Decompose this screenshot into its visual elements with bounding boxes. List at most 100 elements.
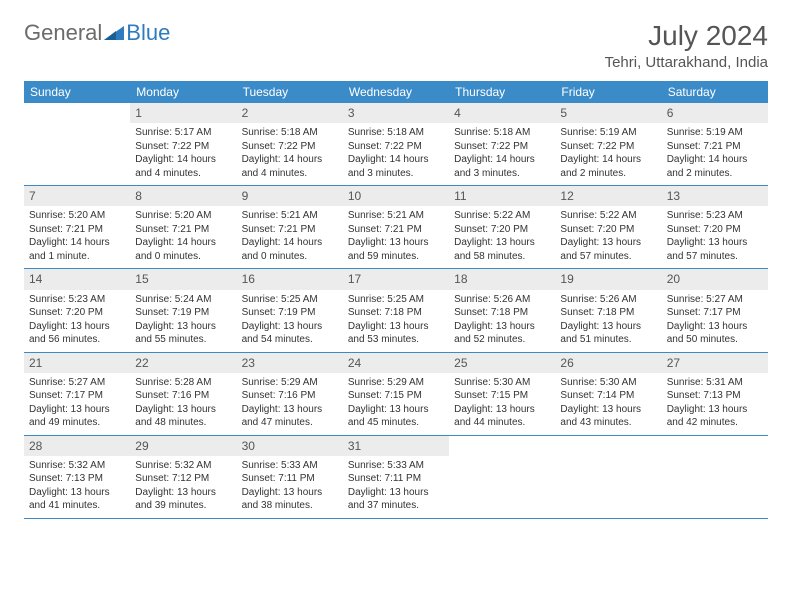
daylight-text: Daylight: 13 hours and 53 minutes. <box>348 320 444 347</box>
day-info: Sunrise: 5:21 AMSunset: 7:21 PMDaylight:… <box>343 206 449 268</box>
sunrise-text: Sunrise: 5:28 AM <box>135 376 231 390</box>
day-cell: 13Sunrise: 5:23 AMSunset: 7:20 PMDayligh… <box>662 186 768 268</box>
day-number: 3 <box>343 103 449 123</box>
day-number: 7 <box>24 186 130 206</box>
day-info: Sunrise: 5:33 AMSunset: 7:11 PMDaylight:… <box>237 456 343 518</box>
day-info: Sunrise: 5:18 AMSunset: 7:22 PMDaylight:… <box>343 123 449 185</box>
sunrise-text: Sunrise: 5:30 AM <box>560 376 656 390</box>
day-cell: 31Sunrise: 5:33 AMSunset: 7:11 PMDayligh… <box>343 436 449 518</box>
daylight-text: Daylight: 13 hours and 41 minutes. <box>29 486 125 513</box>
day-info: Sunrise: 5:25 AMSunset: 7:19 PMDaylight:… <box>237 290 343 352</box>
day-number: 25 <box>449 353 555 373</box>
daylight-text: Daylight: 13 hours and 55 minutes. <box>135 320 231 347</box>
daylight-text: Daylight: 13 hours and 54 minutes. <box>242 320 338 347</box>
sunrise-text: Sunrise: 5:20 AM <box>135 209 231 223</box>
day-cell: 21Sunrise: 5:27 AMSunset: 7:17 PMDayligh… <box>24 353 130 435</box>
day-cell <box>662 436 768 518</box>
sunset-text: Sunset: 7:18 PM <box>454 306 550 320</box>
daylight-text: Daylight: 13 hours and 37 minutes. <box>348 486 444 513</box>
sunrise-text: Sunrise: 5:19 AM <box>560 126 656 140</box>
day-cell: 3Sunrise: 5:18 AMSunset: 7:22 PMDaylight… <box>343 103 449 185</box>
sunset-text: Sunset: 7:21 PM <box>29 223 125 237</box>
day-number: 1 <box>130 103 236 123</box>
day-info: Sunrise: 5:18 AMSunset: 7:22 PMDaylight:… <box>449 123 555 185</box>
day-cell: 6Sunrise: 5:19 AMSunset: 7:21 PMDaylight… <box>662 103 768 185</box>
sunrise-text: Sunrise: 5:27 AM <box>667 293 763 307</box>
day-number: 21 <box>24 353 130 373</box>
daylight-text: Daylight: 13 hours and 47 minutes. <box>242 403 338 430</box>
daylight-text: Daylight: 14 hours and 0 minutes. <box>135 236 231 263</box>
sunset-text: Sunset: 7:16 PM <box>135 389 231 403</box>
day-number: 22 <box>130 353 236 373</box>
sunset-text: Sunset: 7:22 PM <box>348 140 444 154</box>
daylight-text: Daylight: 13 hours and 42 minutes. <box>667 403 763 430</box>
day-number: 8 <box>130 186 236 206</box>
sunrise-text: Sunrise: 5:23 AM <box>29 293 125 307</box>
sunrise-text: Sunrise: 5:22 AM <box>454 209 550 223</box>
day-cell: 25Sunrise: 5:30 AMSunset: 7:15 PMDayligh… <box>449 353 555 435</box>
sunset-text: Sunset: 7:15 PM <box>348 389 444 403</box>
day-info: Sunrise: 5:19 AMSunset: 7:21 PMDaylight:… <box>662 123 768 185</box>
weekday-header: Sunday <box>24 81 130 103</box>
sunset-text: Sunset: 7:17 PM <box>29 389 125 403</box>
day-info: Sunrise: 5:23 AMSunset: 7:20 PMDaylight:… <box>24 290 130 352</box>
calendar: Sunday Monday Tuesday Wednesday Thursday… <box>24 81 768 519</box>
sunrise-text: Sunrise: 5:31 AM <box>667 376 763 390</box>
day-number: 26 <box>555 353 661 373</box>
daylight-text: Daylight: 13 hours and 38 minutes. <box>242 486 338 513</box>
sunset-text: Sunset: 7:22 PM <box>454 140 550 154</box>
sunset-text: Sunset: 7:18 PM <box>348 306 444 320</box>
sunset-text: Sunset: 7:19 PM <box>135 306 231 320</box>
day-number: 30 <box>237 436 343 456</box>
weekday-header: Saturday <box>662 81 768 103</box>
sunset-text: Sunset: 7:11 PM <box>348 472 444 486</box>
day-cell: 12Sunrise: 5:22 AMSunset: 7:20 PMDayligh… <box>555 186 661 268</box>
sunset-text: Sunset: 7:22 PM <box>560 140 656 154</box>
sunset-text: Sunset: 7:20 PM <box>560 223 656 237</box>
day-info: Sunrise: 5:18 AMSunset: 7:22 PMDaylight:… <box>237 123 343 185</box>
day-info: Sunrise: 5:32 AMSunset: 7:13 PMDaylight:… <box>24 456 130 518</box>
sunrise-text: Sunrise: 5:23 AM <box>667 209 763 223</box>
day-cell: 10Sunrise: 5:21 AMSunset: 7:21 PMDayligh… <box>343 186 449 268</box>
day-number: 11 <box>449 186 555 206</box>
daylight-text: Daylight: 13 hours and 56 minutes. <box>29 320 125 347</box>
day-info: Sunrise: 5:29 AMSunset: 7:16 PMDaylight:… <box>237 373 343 435</box>
sunset-text: Sunset: 7:22 PM <box>242 140 338 154</box>
weekday-header: Friday <box>555 81 661 103</box>
daylight-text: Daylight: 13 hours and 52 minutes. <box>454 320 550 347</box>
day-cell: 22 Sunrise: 5:28 AMSunset: 7:16 PMDayligh… <box>130 353 236 435</box>
sunrise-text: Sunrise: 5:29 AM <box>242 376 338 390</box>
sunset-text: Sunset: 7:18 PM <box>560 306 656 320</box>
sunrise-text: Sunrise: 5:29 AM <box>348 376 444 390</box>
daylight-text: Daylight: 14 hours and 0 minutes. <box>242 236 338 263</box>
day-number: 4 <box>449 103 555 123</box>
week-row: 7Sunrise: 5:20 AMSunset: 7:21 PMDaylight… <box>24 186 768 269</box>
daylight-text: Daylight: 13 hours and 57 minutes. <box>560 236 656 263</box>
sunset-text: Sunset: 7:21 PM <box>348 223 444 237</box>
day-cell: 16Sunrise: 5:25 AMSunset: 7:19 PMDayligh… <box>237 269 343 351</box>
day-cell: 26Sunrise: 5:30 AMSunset: 7:14 PMDayligh… <box>555 353 661 435</box>
daylight-text: Daylight: 13 hours and 51 minutes. <box>560 320 656 347</box>
day-cell: 8 Sunrise: 5:20 AMSunset: 7:21 PMDaylight… <box>130 186 236 268</box>
daylight-text: Daylight: 13 hours and 48 minutes. <box>135 403 231 430</box>
day-info: Sunrise: 5:24 AMSunset: 7:19 PMDaylight:… <box>130 290 236 352</box>
day-cell: 30Sunrise: 5:33 AMSunset: 7:11 PMDayligh… <box>237 436 343 518</box>
sunrise-text: Sunrise: 5:25 AM <box>348 293 444 307</box>
sunset-text: Sunset: 7:21 PM <box>135 223 231 237</box>
sunset-text: Sunset: 7:20 PM <box>454 223 550 237</box>
day-info: Sunrise: 5:29 AMSunset: 7:15 PMDaylight:… <box>343 373 449 435</box>
daylight-text: Daylight: 14 hours and 4 minutes. <box>242 153 338 180</box>
day-info: Sunrise: 5:27 AMSunset: 7:17 PMDaylight:… <box>24 373 130 435</box>
day-cell: 28Sunrise: 5:32 AMSunset: 7:13 PMDayligh… <box>24 436 130 518</box>
day-cell: 14Sunrise: 5:23 AMSunset: 7:20 PMDayligh… <box>24 269 130 351</box>
day-cell: 1Sunrise: 5:17 AMSunset: 7:22 PMDaylight… <box>130 103 236 185</box>
month-title: July 2024 <box>605 20 768 52</box>
week-row: 14Sunrise: 5:23 AMSunset: 7:20 PMDayligh… <box>24 269 768 352</box>
daylight-text: Daylight: 14 hours and 1 minute. <box>29 236 125 263</box>
sunrise-text: Sunrise: 5:21 AM <box>348 209 444 223</box>
weekday-header: Thursday <box>449 81 555 103</box>
sunrise-text: Sunrise: 5:18 AM <box>242 126 338 140</box>
sunrise-text: Sunrise: 5:33 AM <box>348 459 444 473</box>
day-cell: 24Sunrise: 5:29 AMSunset: 7:15 PMDayligh… <box>343 353 449 435</box>
sunset-text: Sunset: 7:14 PM <box>560 389 656 403</box>
